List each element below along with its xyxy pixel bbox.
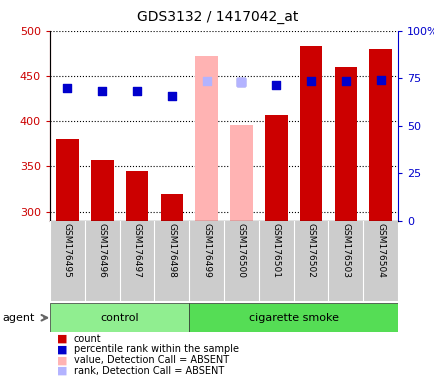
Point — [376, 76, 383, 83]
Bar — [299, 46, 322, 221]
Text: GSM176503: GSM176503 — [341, 223, 349, 278]
Point — [307, 78, 314, 84]
Bar — [189, 303, 397, 332]
Bar — [56, 139, 79, 221]
Text: GSM176500: GSM176500 — [237, 223, 245, 278]
Text: GSM176498: GSM176498 — [167, 223, 176, 278]
Text: value, Detection Call = ABSENT: value, Detection Call = ABSENT — [74, 355, 229, 365]
Point — [99, 88, 105, 94]
Bar — [160, 194, 183, 221]
Text: count: count — [74, 334, 102, 344]
Text: ■: ■ — [56, 355, 67, 365]
Bar — [91, 160, 113, 221]
Point — [272, 82, 279, 88]
Point — [168, 93, 175, 99]
Text: rank, Detection Call = ABSENT: rank, Detection Call = ABSENT — [74, 366, 224, 376]
Text: GSM176499: GSM176499 — [202, 223, 210, 278]
Bar — [125, 171, 148, 221]
Text: GSM176504: GSM176504 — [375, 223, 384, 278]
Point — [203, 78, 210, 84]
Text: cigarette smoke: cigarette smoke — [248, 313, 338, 323]
Point — [237, 79, 244, 85]
Text: agent: agent — [2, 313, 34, 323]
Text: ■: ■ — [56, 334, 67, 344]
Point — [64, 85, 71, 91]
Point — [342, 78, 349, 84]
Text: GSM176497: GSM176497 — [132, 223, 141, 278]
Bar — [334, 67, 356, 221]
Point — [237, 79, 244, 85]
Bar — [195, 56, 217, 221]
Text: ■: ■ — [56, 344, 67, 354]
Text: GSM176501: GSM176501 — [271, 223, 280, 278]
Point — [133, 88, 140, 94]
Bar — [50, 303, 189, 332]
Text: GSM176502: GSM176502 — [306, 223, 315, 278]
Text: ■: ■ — [56, 366, 67, 376]
Text: GSM176495: GSM176495 — [63, 223, 72, 278]
Text: GSM176496: GSM176496 — [98, 223, 106, 278]
Bar — [368, 49, 391, 221]
Text: control: control — [100, 313, 138, 323]
Text: GDS3132 / 1417042_at: GDS3132 / 1417042_at — [137, 10, 297, 23]
Text: percentile rank within the sample: percentile rank within the sample — [74, 344, 238, 354]
Bar — [230, 125, 252, 221]
Bar — [264, 115, 287, 221]
